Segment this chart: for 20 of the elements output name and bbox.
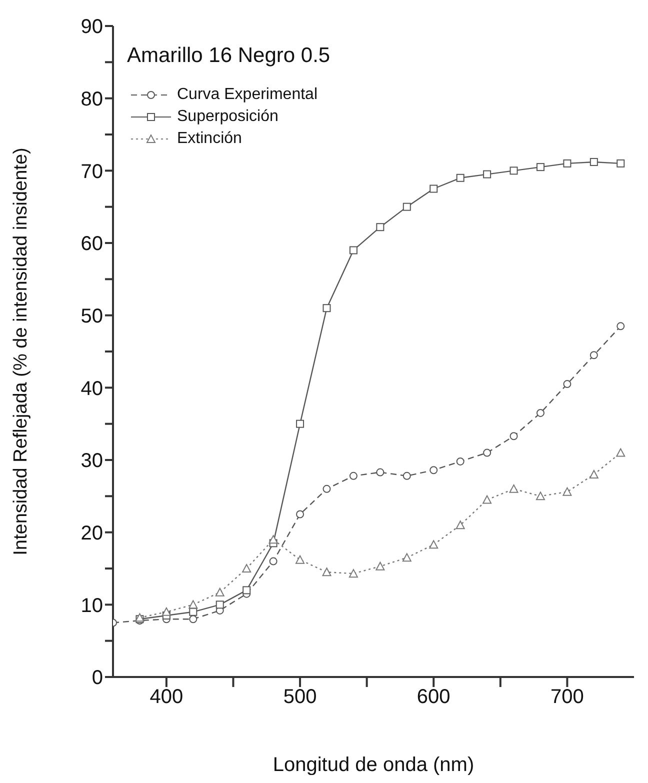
x-tick-label: 600 xyxy=(416,686,450,708)
text: Amarillo 16 Negro 0.5 xyxy=(127,44,330,68)
y-tick-label: 10 xyxy=(80,594,103,617)
y-tick-label: 80 xyxy=(80,88,103,110)
y-tick-label: 70 xyxy=(80,160,103,183)
x-axis-title: Longitud de onda (nm) xyxy=(272,754,474,776)
y-tick-label: 30 xyxy=(80,450,103,472)
legend-label: Superposición xyxy=(177,108,278,126)
x-tick-label: 700 xyxy=(550,686,584,708)
legend-label: Curva Experimental xyxy=(177,86,318,104)
y-tick-label: 50 xyxy=(80,305,103,328)
y-tick-label: 20 xyxy=(80,522,103,544)
x-tick-label: 500 xyxy=(283,686,317,708)
y-tick-label: 0 xyxy=(92,667,103,690)
y-axis-title: Intensidad Reflejada (% de intensidad insidente) xyxy=(10,148,32,556)
y-tick-label: 60 xyxy=(80,233,103,256)
legend-label: Extinción xyxy=(177,130,242,148)
y-tick-label: 40 xyxy=(80,378,103,400)
y-tick-label: 90 xyxy=(80,16,103,38)
x-tick-label: 400 xyxy=(150,686,184,708)
